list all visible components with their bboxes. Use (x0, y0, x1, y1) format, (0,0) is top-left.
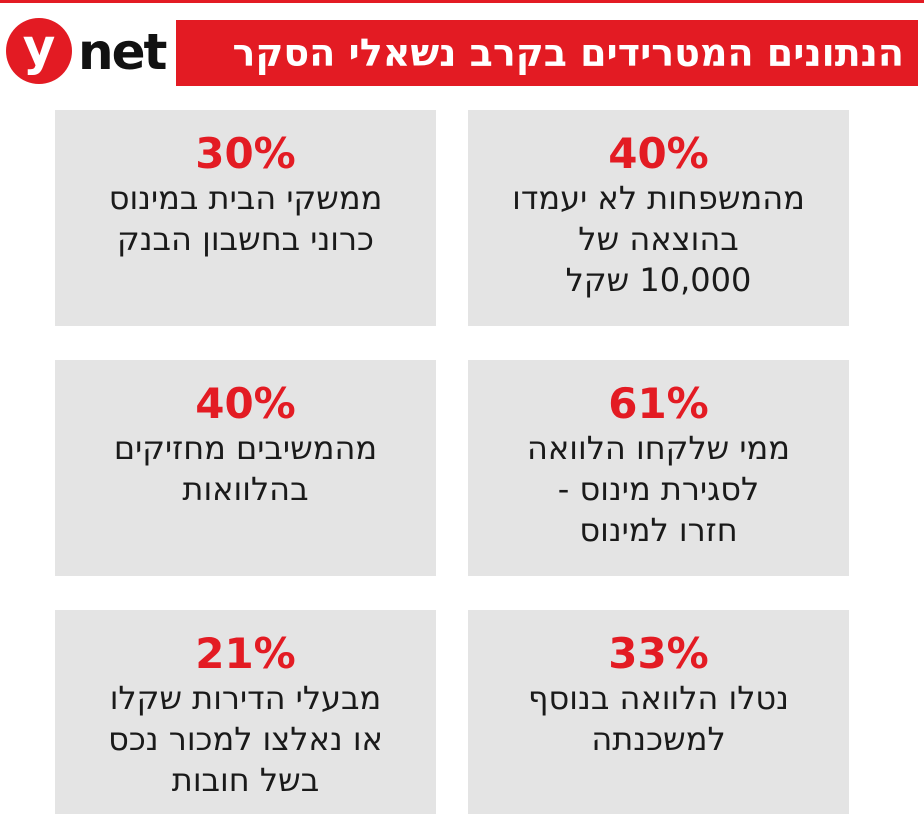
logo-word: net (78, 23, 167, 81)
stat-line: למשכנתה (591, 720, 726, 759)
stat-line: כרוני בחשבון הבנק (117, 220, 374, 259)
stat-card-loan-plus-mortgage: 33% נטלו הלוואה בנוסף למשכנתה (468, 610, 849, 814)
ynet-logo: y net (6, 16, 176, 88)
logo-letter: y (22, 18, 56, 76)
stat-line: בהוצאה של (578, 220, 739, 259)
page-title: הנתונים המטרידים בקרב נשאלי הסקר (232, 31, 904, 75)
stat-value: 61% (608, 379, 709, 428)
stat-card-holding-loans: 40% מהמשיבים מחזיקים בהלוואות (55, 360, 436, 576)
stat-description: ממי שלקחו הלוואה לסגירת מינוס - חזרו למי… (489, 428, 829, 551)
stat-card-sell-property: 21% מבעלי הדירות שקלו או נאלצו למכור נכס… (55, 610, 436, 814)
title-banner: הנתונים המטרידים בקרב נשאלי הסקר (176, 20, 918, 86)
stat-value: 40% (608, 129, 709, 178)
stat-line: ממשקי הבית במינוס (108, 179, 383, 218)
top-rule (0, 0, 924, 3)
stat-description: מהמשיבים מחזיקים בהלוואות (76, 428, 416, 510)
stat-card-chronic-overdraft: 30% ממשקי הבית במינוס כרוני בחשבון הבנק (55, 110, 436, 326)
stat-line: מבעלי הדירות שקלו (109, 679, 382, 718)
stat-line: מהמשפחות לא יעמדו (512, 179, 805, 218)
stat-description: מבעלי הדירות שקלו או נאלצו למכור נכס בשל… (76, 678, 416, 801)
stat-line: בשל חובות (171, 761, 320, 800)
stat-value: 21% (195, 629, 296, 678)
stat-value: 30% (195, 129, 296, 178)
stat-description: מהמשפחות לא יעמדו בהוצאה של 10,000 שקל (489, 178, 829, 301)
stat-value: 40% (195, 379, 296, 428)
stat-line: 10,000 שקל (565, 261, 752, 300)
stat-line: בהלוואות (182, 470, 309, 509)
stat-value: 33% (608, 629, 709, 678)
stat-card-families-expense: 40% מהמשפחות לא יעמדו בהוצאה של 10,000 ש… (468, 110, 849, 326)
stat-line: או נאלצו למכור נכס (108, 720, 383, 759)
stat-line: לסגירת מינוס - (557, 470, 760, 509)
stat-card-returned-overdraft: 61% ממי שלקחו הלוואה לסגירת מינוס - חזרו… (468, 360, 849, 576)
logo-circle-icon: y (6, 18, 72, 84)
stat-description: ממשקי הבית במינוס כרוני בחשבון הבנק (76, 178, 416, 260)
stat-line: חזרו למינוס (579, 511, 738, 550)
stat-line: ממי שלקחו הלוואה (527, 429, 790, 468)
stat-line: נטלו הלוואה בנוסף (528, 679, 789, 718)
stat-line: מהמשיבים מחזיקים (113, 429, 378, 468)
stat-description: נטלו הלוואה בנוסף למשכנתה (489, 678, 829, 760)
